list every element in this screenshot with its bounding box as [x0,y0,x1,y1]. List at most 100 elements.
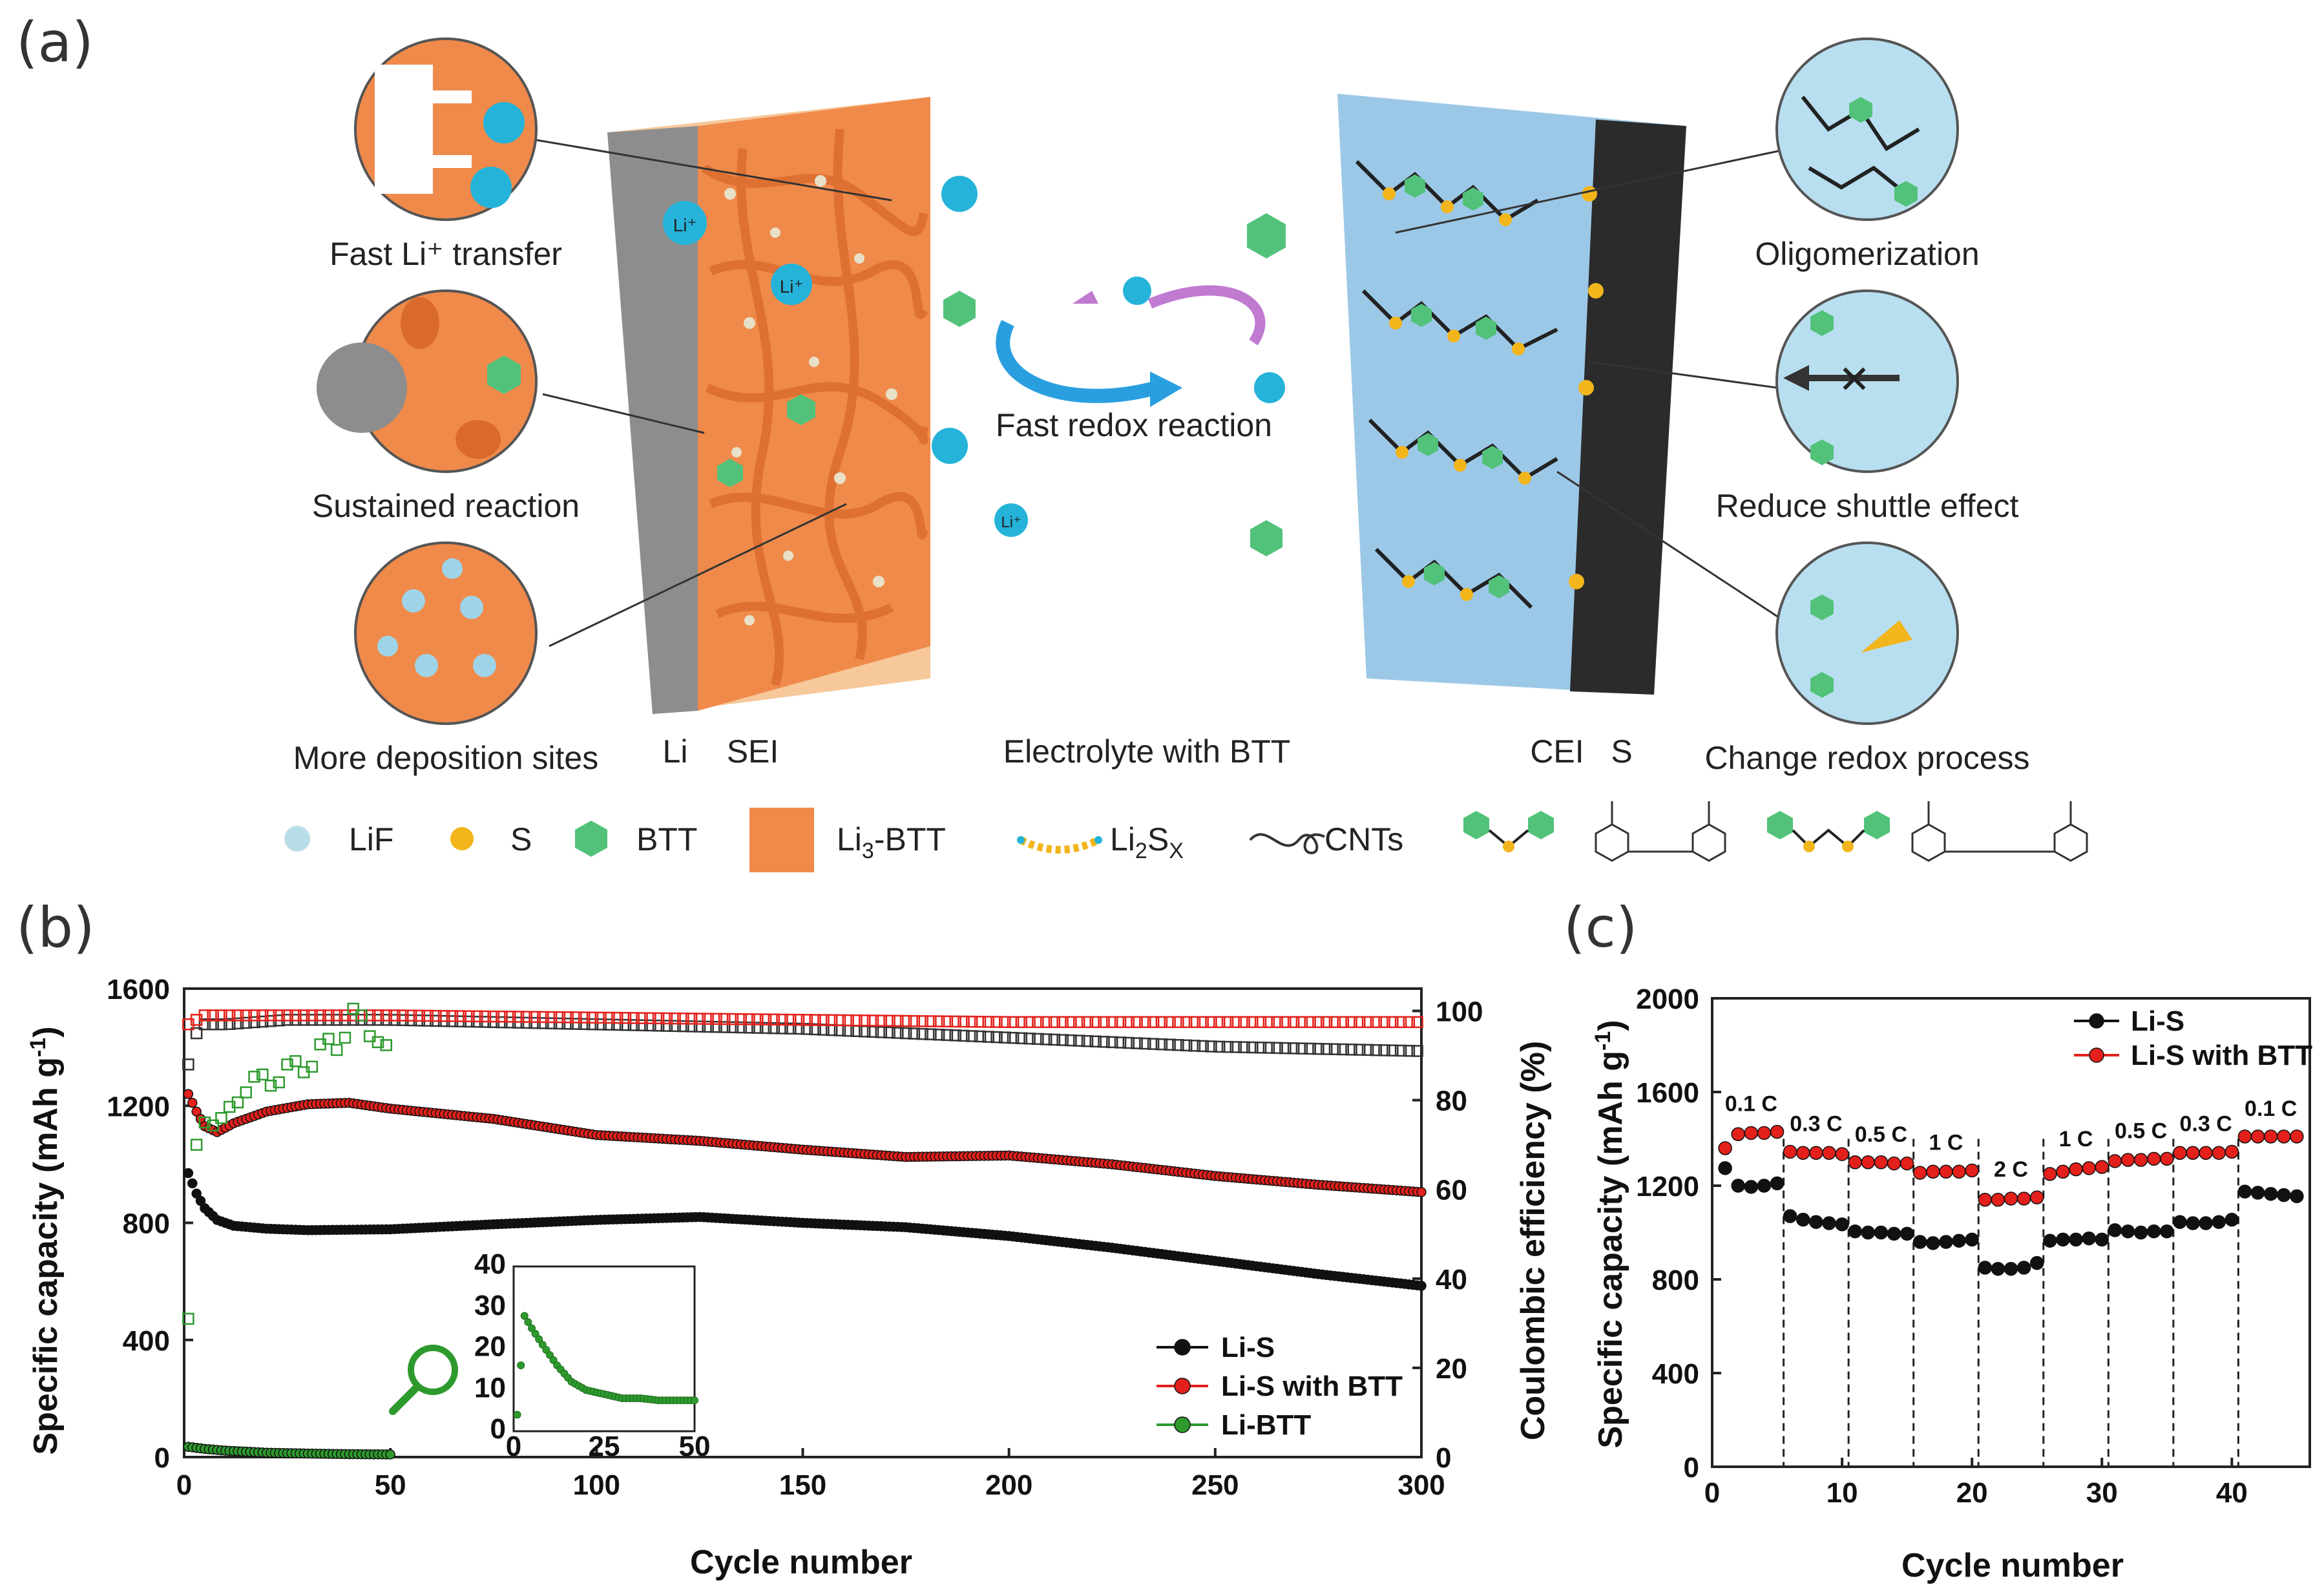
b-data-point [965,1030,978,1042]
c-data-point [2212,1146,2226,1160]
b-y-axis-right-title: Coulombic efficiency (%) [1514,1041,1552,1440]
b-data-point [603,1018,615,1031]
b-data-point [1048,1033,1061,1046]
b-data-point [1180,1016,1193,1029]
b-data-point [1328,1043,1341,1056]
b-data-point [322,1033,335,1045]
b-data-point [364,1009,376,1022]
b-data-point [264,1009,277,1022]
b-data-point [892,1014,904,1027]
b-data-point [372,1009,384,1022]
b-data-point [190,1027,203,1040]
c-data-point [1991,1261,2005,1276]
c-data-point [1912,1235,1927,1249]
b-data-point [941,1029,954,1042]
b-data-point [479,1010,492,1023]
b-data-point [809,1023,821,1036]
c-data-point [1978,1193,1993,1207]
b-inset-point [517,1361,525,1369]
b-data-point [743,1022,755,1034]
b-data-point [586,1011,599,1024]
b-series-li-btt [183,1442,395,1460]
b-data-point [421,1009,434,1022]
b-data-point [1139,1037,1151,1050]
callout-circle-shuttle: ✕ [1775,289,1959,473]
c-rate-label: 2 C [1994,1157,2028,1182]
callout-circle-redox [1775,541,1959,725]
b-x-axis-title: Cycle number [690,1544,912,1581]
b-data-point [487,1010,499,1023]
b-series-ce-li-btt [182,1002,393,1325]
b-data-point [982,1016,994,1028]
b-data-point [1387,1016,1399,1029]
c-data-point [1887,1156,1901,1171]
b-data-point [187,1097,198,1108]
b-data-point [611,1011,623,1024]
b-data-point [735,1013,747,1025]
b-data-point [1213,1016,1226,1029]
anode-callout-lines [529,138,892,647]
anode-illustration [529,97,930,714]
c-x-tick-label: 30 [2086,1477,2118,1509]
b-inset-y-tick-label: 20 [474,1331,506,1363]
s-swatch [450,827,474,850]
b-data-point [1114,1036,1127,1049]
b-legend-marker [1174,1416,1191,1433]
callout-label-redox: Change redox process [1704,740,2029,776]
b-legend-label: Li-BTT [1221,1409,1311,1441]
c-data-point [2095,1232,2109,1247]
b-data-point [537,1017,549,1029]
b-inset-x-tick-label: 0 [506,1431,521,1462]
b-data-point [437,1010,450,1022]
c-data-point [2133,1225,2148,1240]
b-data-point [1098,1036,1110,1048]
b-data-point [1295,1042,1308,1055]
b-legend-label: Li-S with BTT [1221,1370,1403,1402]
b-data-point [1131,1016,1143,1029]
b-data-point [586,1018,599,1031]
b-data-point [570,1018,582,1030]
b-data-point [1337,1016,1349,1029]
b-data-point [908,1027,921,1040]
b-data-point [1089,1016,1102,1029]
c-series-li-s-with-btt [1718,1124,2304,1207]
b-data-point [751,1022,764,1034]
b-data-point [702,1013,714,1025]
b-data-point [652,1020,665,1032]
b-data-point [677,1020,689,1033]
b-magnifier-icon [389,1345,458,1415]
btt-particles-anode [717,394,815,487]
b-data-point [330,1044,343,1056]
b-data-point [1416,1281,1427,1291]
layer-label-li: Li [663,733,688,770]
b-data-point [182,1312,194,1325]
b-y-right-tick-label: 40 [1436,1264,1467,1296]
b-data-point [627,1019,640,1031]
b-data-point [776,1022,788,1034]
b-data-point [578,1018,591,1031]
c-data-point [1900,1156,1914,1171]
b-data-point [825,1014,838,1027]
b-data-point [1073,1034,1085,1047]
callout-label-shuttle: Reduce shuttle effect [1716,488,2019,524]
c-data-point [1757,1179,1772,1193]
b-data-point [1378,1044,1390,1056]
b-data-point [965,1015,978,1028]
b-data-point [850,1014,863,1027]
b-data-point [248,1071,260,1083]
lif-swatch [284,826,310,852]
legend-cnts: CNTs [1324,821,1403,857]
b-data-point [306,1060,319,1073]
b-data-point [1230,1041,1242,1053]
b-data-point [240,1009,252,1022]
c-data-point [2263,1186,2278,1201]
c-x-tick-label: 0 [1704,1477,1720,1509]
c-y-tick-label: 400 [1652,1358,1699,1390]
b-data-point [669,1012,681,1025]
b-data-point [1089,1035,1102,1048]
b-data-point [1304,1016,1316,1029]
b-y-right-tick-label: 0 [1436,1442,1451,1474]
b-data-point [1345,1016,1357,1029]
b-x-tick-label: 0 [176,1469,192,1501]
b-y-right-tick-label: 20 [1436,1353,1467,1385]
